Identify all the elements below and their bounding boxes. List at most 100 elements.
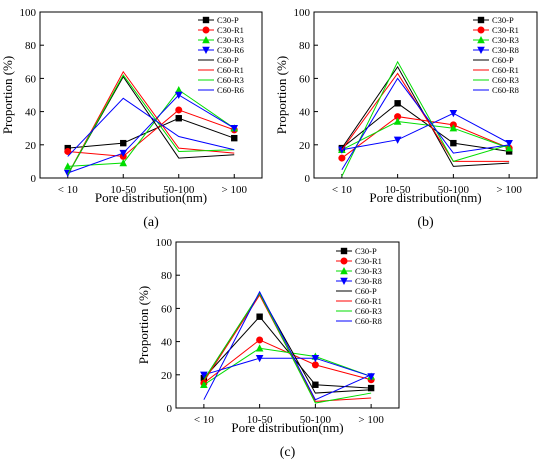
data-point bbox=[63, 162, 72, 170]
plot-frame bbox=[175, 241, 400, 409]
legend-label: C30-R8 bbox=[355, 276, 382, 286]
series-line bbox=[67, 109, 235, 157]
data-point bbox=[394, 113, 402, 121]
legend-marker bbox=[202, 16, 210, 24]
x-axis-title: Pore distribution(nm) bbox=[95, 190, 207, 205]
panel-b: 0 20 40 60 80 100 < 10 10-50 50-100 > 100 Pore dis… bbox=[274, 7, 538, 230]
data-point bbox=[119, 159, 128, 167]
y-tick-label: 20 bbox=[299, 140, 311, 152]
data-point bbox=[338, 146, 346, 154]
data-point bbox=[449, 124, 458, 132]
y-tick-label: 0 bbox=[167, 403, 173, 415]
x-axis-title: Pore distribution(nm) bbox=[231, 420, 343, 435]
data-point bbox=[449, 110, 458, 118]
legend-marker bbox=[340, 247, 348, 255]
legend-marker bbox=[340, 257, 348, 265]
x-tick-label: 50-100 bbox=[163, 184, 195, 196]
y-tick-label: 60 bbox=[299, 73, 311, 85]
x-tick-label: 50-100 bbox=[438, 184, 470, 196]
series-line bbox=[341, 60, 510, 177]
y-tick-label: 80 bbox=[299, 40, 311, 52]
series-line bbox=[203, 290, 372, 401]
series-line bbox=[67, 74, 235, 175]
x-tick-label: 10-50 bbox=[385, 184, 411, 196]
y-tick-label: 40 bbox=[161, 337, 173, 349]
legend-label: C30-P bbox=[492, 15, 514, 25]
legend-label: C30-R3 bbox=[492, 35, 519, 45]
data-point bbox=[311, 355, 320, 363]
x-tick-label: < 10 bbox=[58, 184, 78, 196]
legend-label: C30-R6 bbox=[217, 45, 244, 55]
legend-marker bbox=[202, 26, 210, 34]
plot-frame bbox=[39, 11, 263, 179]
panel-a: 0 20 40 60 80 100 < 10 10-50 50-100 > 100 Pore dis… bbox=[0, 7, 263, 230]
series-line bbox=[67, 89, 235, 167]
x-tick-label: > 100 bbox=[496, 184, 522, 196]
series-line bbox=[341, 112, 510, 151]
series-line bbox=[67, 75, 235, 175]
data-point bbox=[175, 106, 183, 114]
series-line bbox=[67, 70, 235, 175]
legend-marker bbox=[477, 46, 485, 54]
legend-label: C60-P bbox=[355, 286, 377, 296]
legend-label: C60-R6 bbox=[217, 85, 244, 95]
legend-label: C30-R1 bbox=[355, 256, 382, 266]
legend-label: C60-R8 bbox=[355, 316, 382, 326]
y-tick-label: 80 bbox=[25, 40, 37, 52]
legend-marker bbox=[202, 46, 210, 54]
panel-c: 0 20 40 60 80 100 < 10 10-50 50-100 > 100 Pore dis… bbox=[136, 237, 400, 460]
legend-marker bbox=[477, 36, 485, 44]
x-tick-label: 50-100 bbox=[300, 414, 332, 426]
legend-marker bbox=[477, 16, 485, 24]
series-line bbox=[341, 77, 510, 170]
series-line bbox=[341, 102, 510, 152]
legend-label: C30-P bbox=[217, 15, 239, 25]
series-line bbox=[341, 72, 510, 162]
x-axis-title: Pore distribution(nm) bbox=[369, 190, 481, 205]
data-point bbox=[231, 134, 238, 142]
series-line bbox=[67, 117, 235, 149]
legend-label: C60-R1 bbox=[492, 65, 519, 75]
data-point bbox=[367, 373, 375, 381]
panel-caption: (a) bbox=[143, 215, 159, 230]
y-tick-label: 0 bbox=[31, 173, 37, 185]
legend-label: C60-R3 bbox=[492, 75, 519, 85]
legend-label: C30-R1 bbox=[492, 25, 519, 35]
y-tick-label: 60 bbox=[161, 303, 173, 315]
data-point bbox=[505, 144, 513, 152]
legend-label: C30-R3 bbox=[355, 266, 382, 276]
series-line bbox=[341, 121, 510, 151]
data-point bbox=[175, 115, 182, 122]
data-point bbox=[200, 371, 208, 379]
data-point bbox=[393, 117, 402, 125]
data-point bbox=[505, 139, 513, 148]
panel-caption: (c) bbox=[280, 445, 296, 460]
y-tick-label: 60 bbox=[25, 73, 37, 85]
series-line bbox=[203, 357, 372, 377]
data-point bbox=[64, 147, 72, 155]
x-tick-label: > 100 bbox=[222, 184, 248, 196]
legend-marker bbox=[340, 267, 348, 275]
data-point bbox=[256, 313, 263, 320]
legend-label: C60-P bbox=[492, 55, 514, 65]
data-point bbox=[311, 361, 319, 369]
data-point bbox=[367, 384, 375, 392]
data-point bbox=[174, 86, 183, 94]
data-point bbox=[120, 139, 127, 147]
series-line bbox=[341, 116, 510, 159]
series-line bbox=[67, 94, 235, 174]
series-line bbox=[203, 347, 372, 386]
x-tick-label: < 10 bbox=[194, 414, 214, 426]
data-point bbox=[450, 139, 457, 147]
y-tick-label: 20 bbox=[25, 140, 37, 152]
data-point bbox=[255, 355, 264, 363]
series-line bbox=[67, 97, 235, 157]
series-line bbox=[203, 315, 372, 389]
legend-label: C60-R3 bbox=[217, 75, 244, 85]
x-tick-label: 10-50 bbox=[247, 414, 273, 426]
y-tick-label: 100 bbox=[20, 7, 37, 19]
legend-label: C60-P bbox=[217, 55, 239, 65]
data-point bbox=[338, 154, 346, 162]
data-point bbox=[256, 336, 264, 344]
y-tick-label: 100 bbox=[156, 237, 173, 249]
